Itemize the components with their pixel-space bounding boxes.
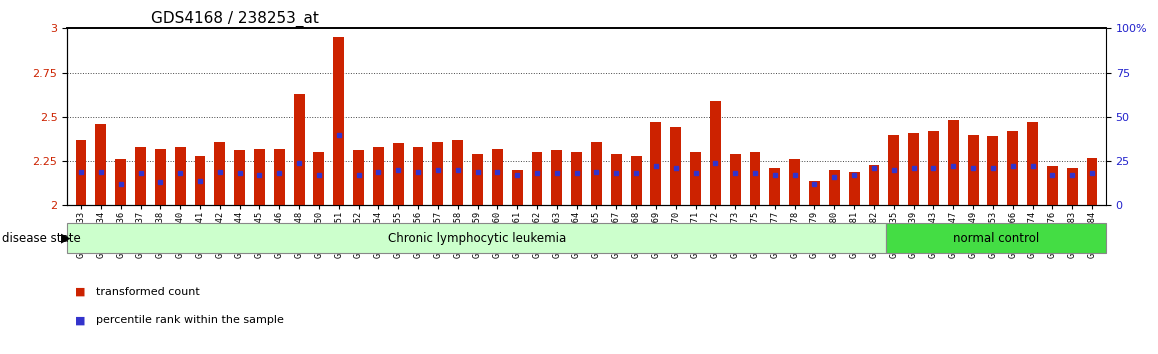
Bar — [373, 147, 383, 205]
Bar — [690, 152, 701, 205]
Bar — [175, 147, 185, 205]
Bar — [116, 159, 126, 205]
Bar — [1027, 122, 1038, 205]
Bar — [1086, 158, 1098, 205]
Bar — [492, 149, 503, 205]
Bar — [809, 181, 820, 205]
Bar — [155, 149, 166, 205]
Bar — [234, 150, 245, 205]
Bar — [968, 135, 979, 205]
Bar — [868, 165, 879, 205]
Bar — [453, 140, 463, 205]
Bar — [472, 154, 483, 205]
Bar — [512, 170, 522, 205]
Bar — [432, 142, 444, 205]
Bar — [195, 156, 205, 205]
Bar — [95, 124, 107, 205]
Text: ■: ■ — [75, 287, 86, 297]
Bar — [1067, 168, 1078, 205]
Bar — [908, 133, 919, 205]
Bar — [412, 147, 424, 205]
Bar — [353, 150, 364, 205]
Bar — [947, 120, 959, 205]
Bar — [928, 131, 939, 205]
Bar — [1007, 131, 1018, 205]
Bar — [393, 143, 404, 205]
Bar — [135, 147, 146, 205]
Bar — [888, 135, 900, 205]
Bar — [710, 101, 720, 205]
Text: percentile rank within the sample: percentile rank within the sample — [96, 315, 284, 325]
Bar — [214, 142, 226, 205]
Text: normal control: normal control — [953, 232, 1039, 245]
Bar — [790, 159, 800, 205]
Bar — [730, 154, 741, 205]
Bar — [273, 149, 285, 205]
Text: GDS4168 / 238253_at: GDS4168 / 238253_at — [151, 11, 318, 27]
Text: ■: ■ — [75, 315, 86, 325]
Bar — [829, 170, 840, 205]
Bar — [749, 152, 761, 205]
Bar — [334, 37, 344, 205]
Bar — [769, 168, 780, 205]
Bar — [532, 152, 542, 205]
Text: transformed count: transformed count — [96, 287, 200, 297]
Text: disease state: disease state — [2, 232, 81, 245]
Text: Chronic lymphocytic leukemia: Chronic lymphocytic leukemia — [388, 232, 566, 245]
Bar — [571, 152, 582, 205]
Bar — [988, 136, 998, 205]
Bar — [849, 172, 859, 205]
Bar — [591, 142, 602, 205]
Bar — [75, 140, 87, 205]
Bar — [254, 149, 265, 205]
Bar — [670, 127, 681, 205]
Bar — [314, 152, 324, 205]
Bar — [631, 156, 642, 205]
Bar — [294, 94, 305, 205]
Bar — [551, 150, 563, 205]
Bar — [610, 154, 622, 205]
Bar — [886, 223, 1106, 253]
Bar — [1047, 166, 1057, 205]
Bar — [67, 223, 886, 253]
Bar — [651, 122, 661, 205]
Text: ▶: ▶ — [61, 232, 71, 245]
